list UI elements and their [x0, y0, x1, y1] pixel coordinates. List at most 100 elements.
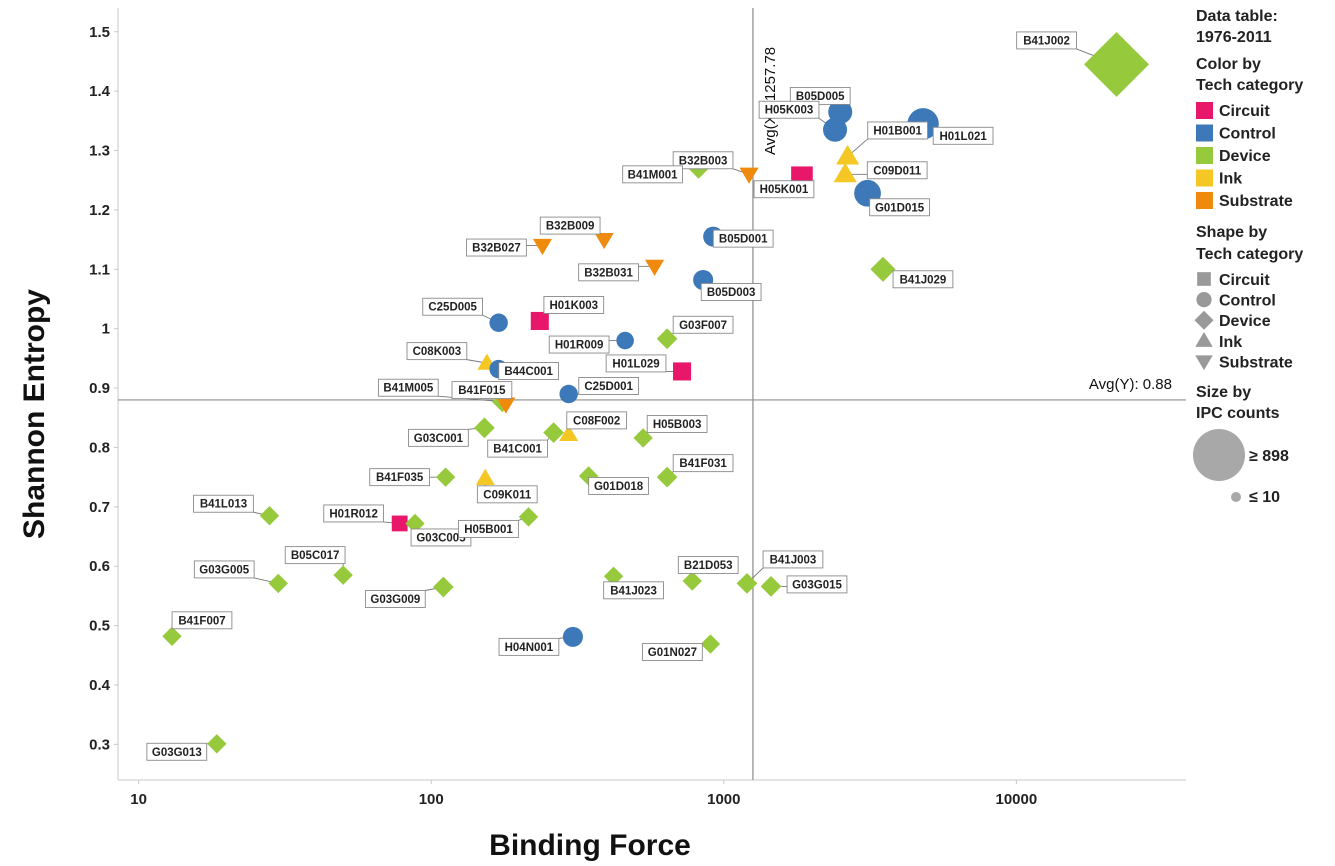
plot-axes: 0.3 0.4 0.5 0.6 0.7 0.8 0.9 1 1.1 1.2 1.3 1.4 1.5 10 1… — [89, 8, 1186, 808]
y-tick-label: 1 — [102, 321, 110, 338]
label-box — [377, 378, 439, 397]
legend-color-label-ink: Ink — [1219, 171, 1242, 188]
point-label-h01r012: H01R012 — [323, 504, 385, 523]
point-b41l013 — [259, 506, 280, 526]
legend-color-label-control: Control — [1219, 126, 1276, 143]
point-label-b32b031: B32B031 — [578, 263, 639, 282]
label-text: H01L029 — [612, 358, 659, 370]
label-text: C25D001 — [584, 381, 633, 393]
legend-size-min-circle — [1231, 492, 1241, 502]
point-label-b41j023: B41J023 — [603, 581, 664, 600]
point-b41f031 — [656, 466, 678, 488]
legend-color-title: Color by — [1196, 56, 1261, 73]
legend-shape-subtitle: Tech category — [1196, 246, 1303, 263]
label-text: G03G015 — [792, 579, 842, 591]
label-text: B32B031 — [584, 267, 633, 279]
point-label-b05c017: B05C017 — [284, 546, 346, 565]
y-tick-label: 0.5 — [89, 618, 110, 635]
point-b41j003 — [736, 573, 758, 594]
legend-shape-label-control: Control — [1219, 293, 1276, 310]
legend-shape-title: Shape by — [1196, 224, 1267, 241]
legend-color-label-substrate: Substrate — [1219, 193, 1293, 210]
point-label-g01d018: G01D018 — [588, 477, 649, 495]
label-box — [646, 414, 708, 433]
point-h04n001 — [562, 626, 583, 647]
label-text: B44C001 — [504, 366, 553, 378]
label-text: B05D001 — [719, 234, 768, 246]
legend-data-table-title: Data table: — [1196, 8, 1278, 25]
point-b05c017 — [333, 565, 353, 585]
point-h01b001 — [836, 144, 860, 165]
point-label-g01n027: G01N027 — [642, 643, 703, 661]
point-b41j002 — [1084, 31, 1150, 97]
label-box — [578, 377, 640, 395]
point-label-b41m005: B41M005 — [377, 378, 439, 397]
label-box — [867, 121, 928, 140]
point-c09k011 — [475, 468, 495, 485]
label-box — [458, 519, 519, 538]
point-label-h01l029: H01L029 — [605, 354, 667, 373]
point-b32b031 — [645, 259, 665, 276]
legend-shape-items: Circuit Control Device Ink Substrate — [1194, 272, 1293, 371]
label-box — [753, 180, 815, 199]
label-box — [543, 296, 605, 314]
label-text: H01K003 — [549, 300, 598, 312]
label-text: G01N027 — [648, 647, 697, 659]
point-label-h01l021: H01L021 — [932, 126, 994, 145]
label-text: H01L021 — [939, 131, 987, 143]
label-box — [146, 742, 208, 761]
point-b32b027 — [532, 238, 552, 256]
point-label-h05b003: H05B003 — [646, 414, 708, 433]
y-tick-label: 0.4 — [89, 677, 111, 694]
label-leader-lines — [171, 48, 1117, 745]
point-g01n027 — [700, 634, 721, 654]
x-tick-label: 100 — [419, 791, 444, 808]
label-text: G03C005 — [416, 532, 466, 544]
point-g03g015 — [760, 576, 782, 597]
legend-shape-control — [1196, 292, 1212, 308]
y-tick-label: 0.8 — [89, 439, 110, 456]
label-box — [193, 494, 254, 513]
y-tick-label: 0.6 — [89, 558, 110, 575]
legend-color-swatch-control — [1196, 124, 1213, 142]
point-label-g03c001: G03C001 — [408, 428, 469, 447]
x-tick-label: 1000 — [707, 791, 740, 808]
y-tick-label: 0.3 — [89, 736, 110, 753]
point-b41c001 — [543, 422, 564, 443]
label-text: B41J023 — [610, 585, 657, 597]
point-label-g03g009: G03G009 — [364, 590, 426, 608]
label-text: B41F015 — [458, 385, 506, 397]
label-box — [498, 362, 559, 381]
y-axis-title: Shannon Entropy — [18, 289, 51, 539]
point-label-b41f007: B41F007 — [171, 611, 233, 630]
label-box — [369, 468, 430, 487]
label-text: B41F031 — [679, 458, 727, 470]
label-text: B41J003 — [770, 554, 817, 566]
point-label-g03g013: G03G013 — [146, 742, 208, 761]
label-box — [548, 335, 610, 354]
point-label-b41f035: B41F035 — [369, 468, 430, 487]
point-label-b05d001: B05D001 — [712, 229, 774, 248]
label-box — [677, 556, 739, 575]
y-tick-label: 1.1 — [89, 261, 110, 278]
legend-size-max-circle — [1193, 429, 1245, 481]
point-g03g005 — [268, 573, 288, 594]
point-label-c08f002: C08F002 — [566, 411, 628, 430]
label-box — [786, 575, 848, 594]
point-label-g03g005: G03G005 — [193, 560, 255, 579]
label-box — [603, 581, 664, 600]
legend-color-swatch-device — [1196, 147, 1213, 164]
label-text: G03G013 — [152, 747, 202, 759]
label-text: B41C001 — [493, 444, 542, 456]
point-g03g013 — [207, 734, 227, 754]
point-label-b41f031: B41F031 — [672, 454, 734, 473]
label-box — [364, 590, 426, 608]
label-text: C08K003 — [413, 346, 462, 358]
x-tick-label: 10000 — [996, 791, 1038, 808]
label-text: H05B001 — [464, 524, 513, 536]
label-text: H05B003 — [653, 419, 702, 431]
reference-lines: Avg(X): 1257.78Avg(Y): 0.88 — [118, 8, 1186, 780]
label-box — [578, 263, 639, 282]
label-box — [422, 297, 483, 316]
